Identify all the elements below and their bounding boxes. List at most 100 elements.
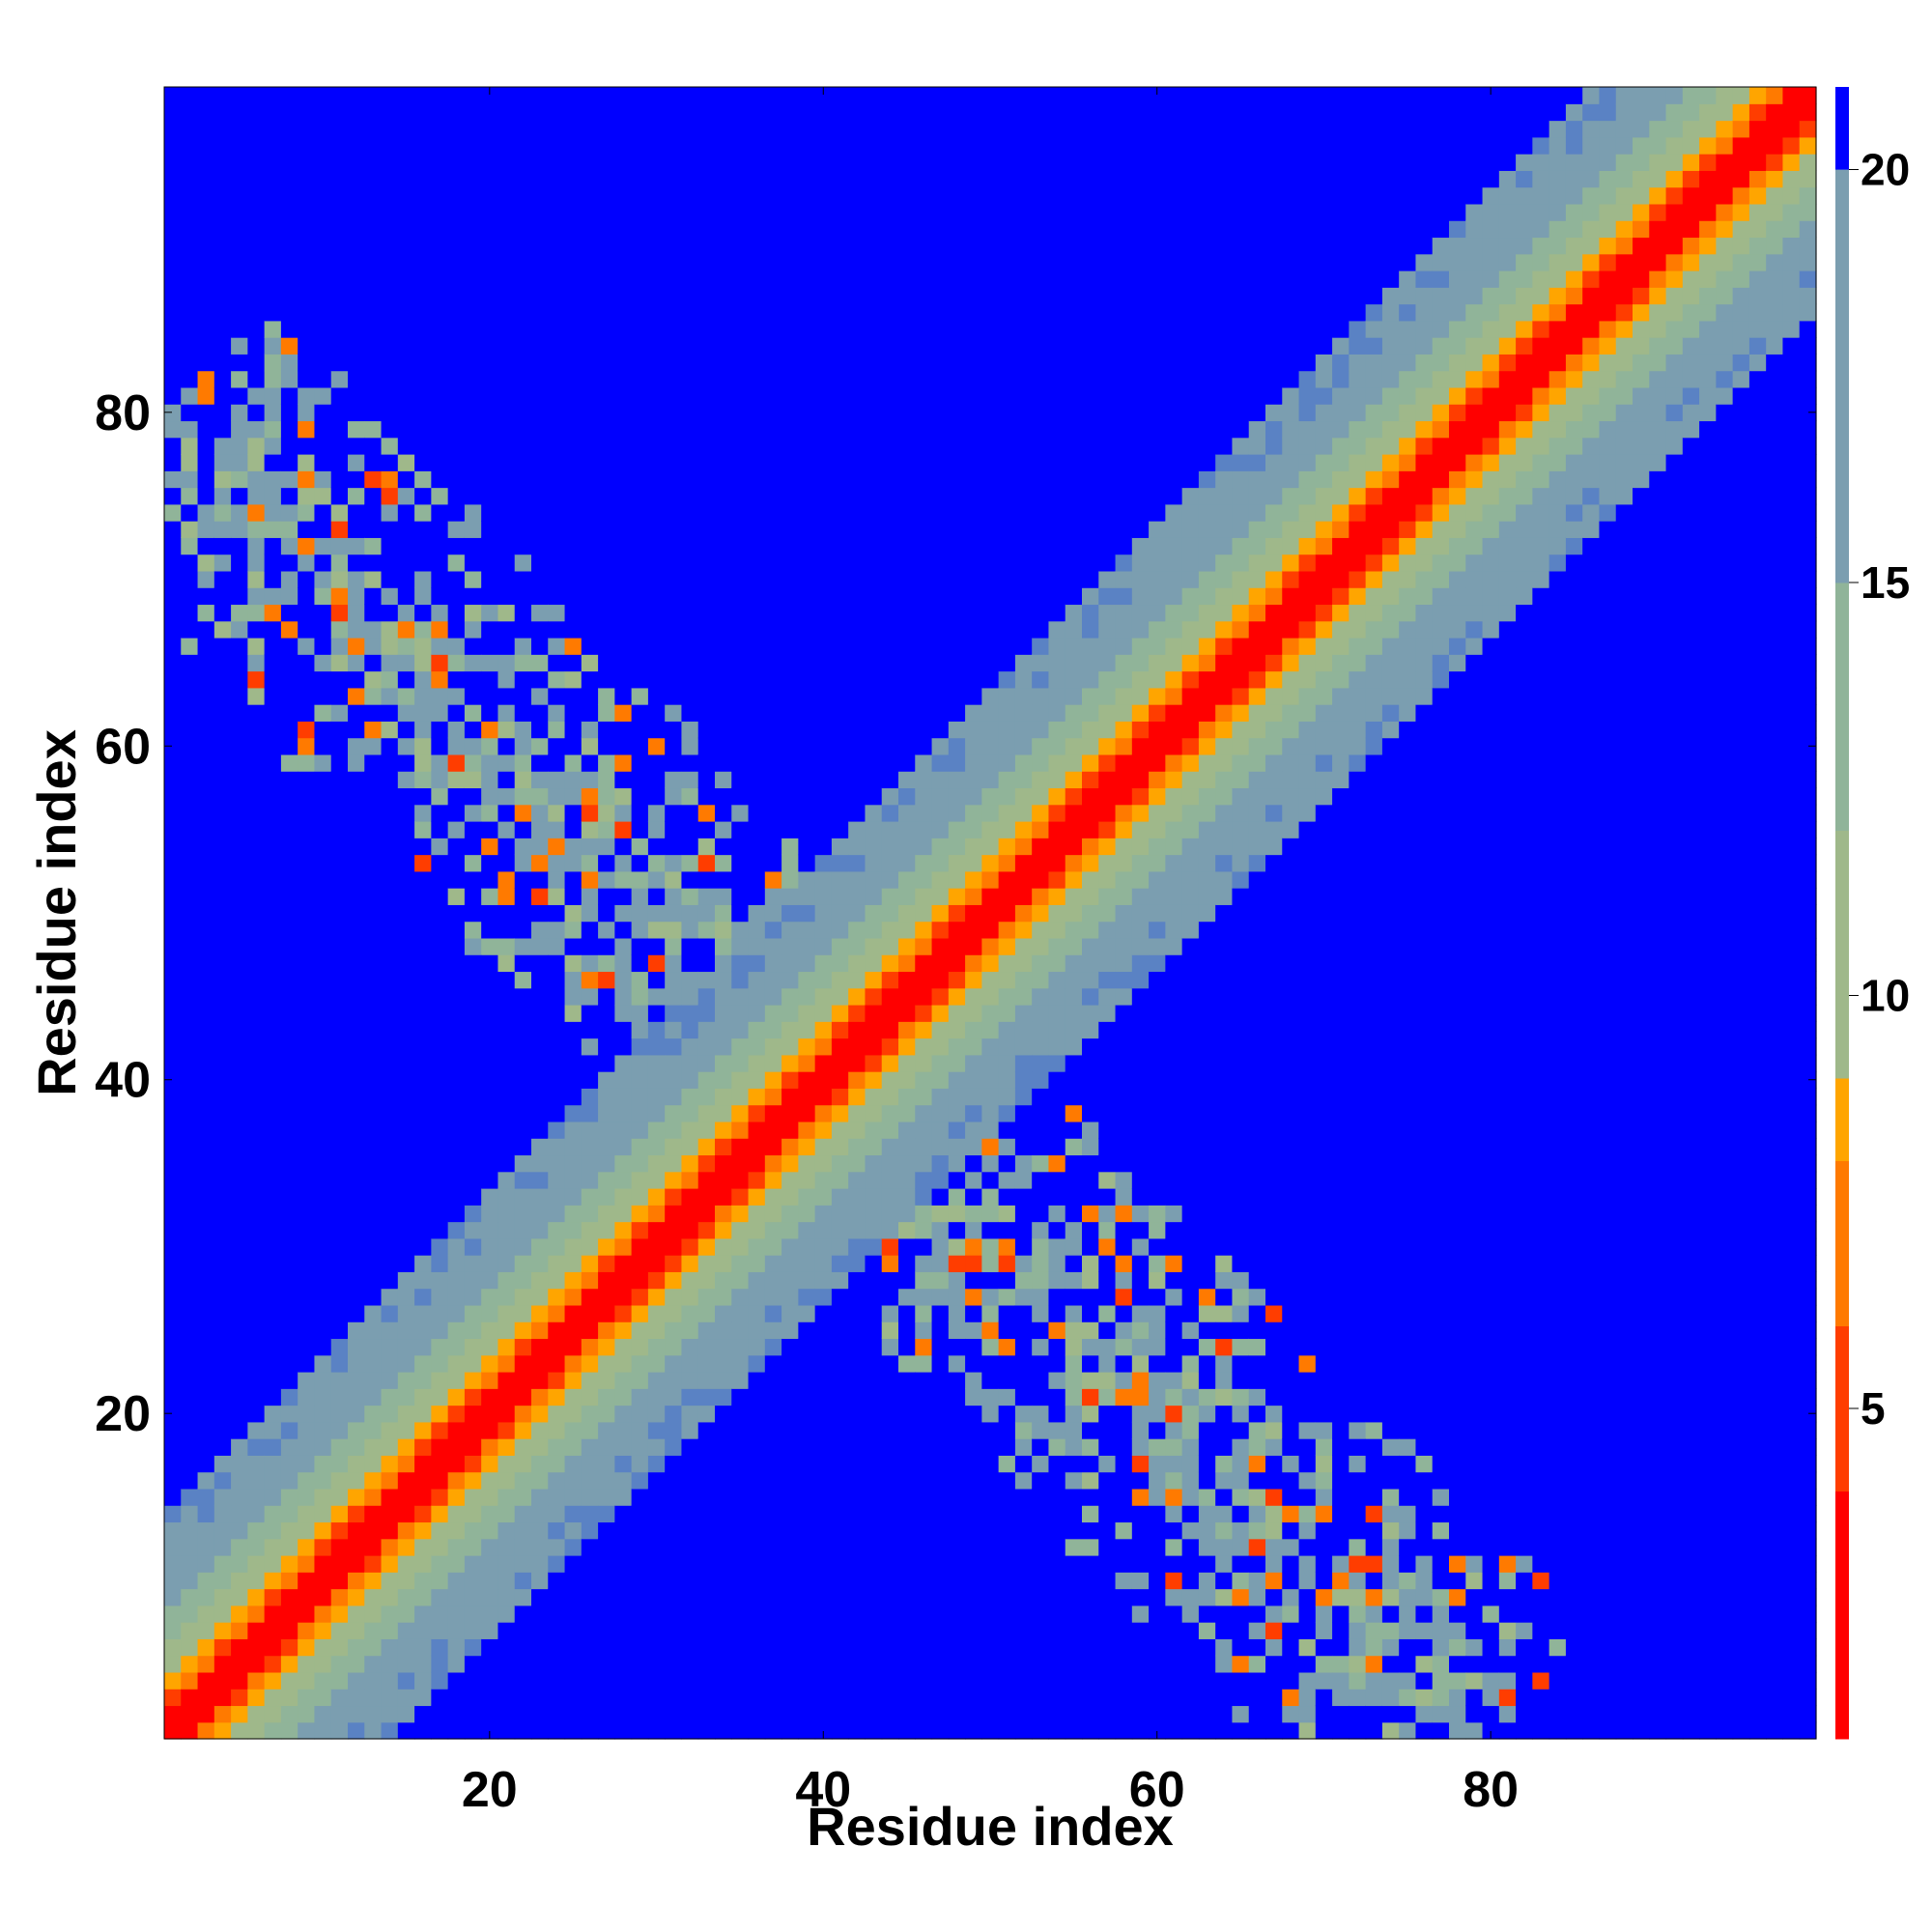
heatmap-cell: [581, 103, 599, 122]
heatmap-cell: [881, 854, 899, 872]
heatmap-cell: [581, 854, 599, 872]
heatmap-cell: [213, 1037, 232, 1056]
heatmap-cell: [748, 554, 766, 572]
heatmap-cell: [447, 838, 466, 856]
heatmap-cell: [431, 570, 449, 588]
heatmap-cell: [298, 1338, 316, 1356]
heatmap-cell: [931, 1638, 950, 1657]
heatmap-cell: [865, 203, 883, 221]
heatmap-cell: [631, 1104, 649, 1122]
heatmap-cell: [798, 721, 816, 739]
heatmap-cell: [814, 186, 833, 205]
heatmap-cell: [598, 904, 615, 923]
heatmap-cell: [348, 237, 365, 255]
heatmap-cell: [631, 1372, 649, 1389]
heatmap-cell: [247, 386, 266, 405]
heatmap-cell: [280, 620, 298, 639]
heatmap-cell: [414, 203, 432, 221]
heatmap-cell: [798, 1354, 816, 1373]
heatmap-cell: [348, 1721, 365, 1740]
heatmap-cell: [181, 186, 199, 205]
heatmap-cell: [564, 154, 582, 171]
heatmap-cell: [681, 420, 699, 439]
heatmap-cell: [213, 753, 232, 772]
heatmap-cell: [948, 370, 966, 388]
heatmap-cell: [431, 687, 449, 705]
heatmap-cell: [213, 1521, 232, 1540]
heatmap-cell: [781, 1638, 799, 1657]
heatmap-cell: [647, 320, 666, 338]
heatmap-cell: [464, 1304, 482, 1322]
heatmap-cell: [364, 1021, 383, 1039]
heatmap-cell: [915, 303, 933, 322]
heatmap-cell: [298, 1705, 316, 1723]
heatmap-cell: [781, 370, 799, 388]
heatmap-cell: [181, 554, 199, 572]
heatmap-cell: [464, 386, 482, 405]
heatmap-cell: [764, 503, 782, 522]
heatmap-cell: [631, 420, 649, 439]
heatmap-cell: [631, 1304, 649, 1322]
heatmap-cell: [348, 1354, 365, 1373]
heatmap-cell: [280, 1338, 298, 1356]
heatmap-cell: [264, 1271, 282, 1290]
heatmap-cell: [781, 521, 799, 538]
heatmap-cell: [564, 1121, 582, 1139]
heatmap-cell: [381, 303, 399, 322]
heatmap-cell: [631, 854, 649, 872]
heatmap-cell: [764, 1655, 782, 1673]
heatmap-cell: [898, 470, 916, 489]
heatmap-cell: [264, 854, 282, 872]
heatmap-cell: [314, 1255, 332, 1272]
heatmap-cell: [814, 1638, 833, 1657]
heatmap-cell: [781, 237, 799, 255]
heatmap-cell: [948, 237, 966, 255]
heatmap-cell: [348, 921, 365, 939]
heatmap-cell: [247, 1138, 266, 1156]
heatmap-cell: [631, 320, 649, 338]
heatmap-cell: [581, 1005, 599, 1022]
heatmap-cell: [531, 87, 549, 104]
heatmap-cell: [264, 1071, 282, 1089]
heatmap-cell: [965, 1689, 982, 1707]
heatmap-cell: [314, 1154, 332, 1173]
heatmap-cell: [748, 1488, 766, 1506]
heatmap-cell: [447, 1388, 466, 1406]
heatmap-cell: [414, 170, 432, 188]
heatmap-cell: [231, 1054, 248, 1072]
heatmap-cell: [715, 136, 732, 155]
heatmap-cell: [598, 1572, 615, 1590]
heatmap-cell: [614, 1438, 633, 1456]
heatmap-cell: [614, 570, 633, 588]
heatmap-cell: [681, 287, 699, 305]
heatmap-cell: [531, 1021, 549, 1039]
heatmap-cell: [631, 1121, 649, 1139]
heatmap-cell: [881, 1021, 899, 1039]
heatmap-cell: [514, 1572, 532, 1590]
heatmap-cell: [614, 1721, 633, 1740]
heatmap-cell: [314, 303, 332, 322]
heatmap-cell: [881, 753, 899, 772]
heatmap-cell: [181, 1054, 199, 1072]
heatmap-cell: [581, 220, 599, 239]
heatmap-cell: [414, 888, 432, 905]
heatmap-cell: [647, 386, 666, 405]
heatmap-cell: [631, 1037, 649, 1056]
heatmap-cell: [280, 937, 298, 955]
heatmap-cell: [481, 721, 499, 739]
heatmap-cell: [548, 1104, 566, 1122]
heatmap-cell: [831, 1338, 849, 1356]
heatmap-cell: [965, 1455, 982, 1473]
heatmap-cell: [531, 220, 549, 239]
heatmap-cell: [298, 1521, 316, 1540]
heatmap-cell: [564, 487, 582, 505]
heatmap-cell: [497, 1171, 516, 1189]
heatmap-cell: [298, 870, 316, 889]
heatmap-cell: [381, 771, 399, 789]
heatmap-cell: [497, 1455, 516, 1473]
heatmap-cell: [748, 1088, 766, 1106]
heatmap-cell: [631, 1154, 649, 1173]
heatmap-cell: [931, 287, 950, 305]
heatmap-cell: [647, 1188, 666, 1206]
heatmap-cell: [748, 470, 766, 489]
